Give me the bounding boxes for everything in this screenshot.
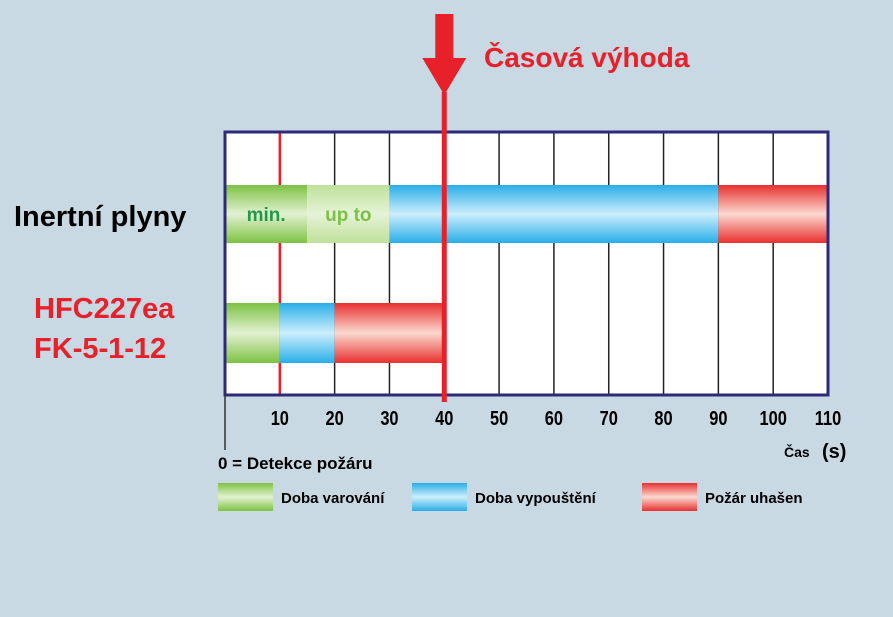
- legend-label-discharge: Doba vypouštění: [475, 490, 597, 507]
- plot-frame: [223, 130, 830, 397]
- bar-1-discharge: [279, 303, 335, 363]
- tick-label-110: 110: [815, 406, 841, 429]
- down-arrow-icon: [422, 14, 467, 95]
- annotation-label: Časová výhoda: [484, 41, 690, 73]
- bar-0-extinguished: [718, 185, 828, 243]
- legend-swatch-warning: [218, 483, 273, 511]
- legend-label-warning: Doba varování: [281, 490, 385, 507]
- tick-label-90: 90: [709, 406, 727, 429]
- tick-label-70: 70: [600, 406, 618, 429]
- tick-label-10: 10: [271, 406, 289, 429]
- legend-swatch-discharge: [412, 483, 467, 511]
- tick-label-80: 80: [654, 406, 672, 429]
- bar-0-discharge: [389, 185, 719, 243]
- bar-label-upto: up to: [325, 205, 371, 226]
- bar-1-extinguished: [334, 303, 445, 363]
- row-label-inert: Inertní plyny: [14, 201, 186, 233]
- x-axis-unit: (s): [822, 441, 846, 463]
- bar-0-warning_light: [307, 185, 390, 243]
- tick-label-100: 100: [760, 406, 787, 429]
- row-label-hfc: HFC227ea: [34, 293, 175, 325]
- row-label-fk: FK-5-1-12: [34, 333, 166, 365]
- bar-0-warning: [225, 185, 308, 243]
- bar-label-min: min.: [247, 205, 286, 226]
- tick-label-40: 40: [435, 406, 453, 429]
- tick-label-60: 60: [545, 406, 563, 429]
- bar-1-warning: [225, 303, 280, 363]
- tick-label-50: 50: [490, 406, 508, 429]
- legend-label-extinguished: Požár uhašen: [705, 490, 803, 507]
- x-axis-label: Čas: [784, 443, 810, 460]
- zero-note: 0 = Detekce požáru: [218, 454, 373, 473]
- tick-label-30: 30: [380, 406, 398, 429]
- legend-swatch-extinguished: [642, 483, 697, 511]
- tick-label-20: 20: [326, 406, 344, 429]
